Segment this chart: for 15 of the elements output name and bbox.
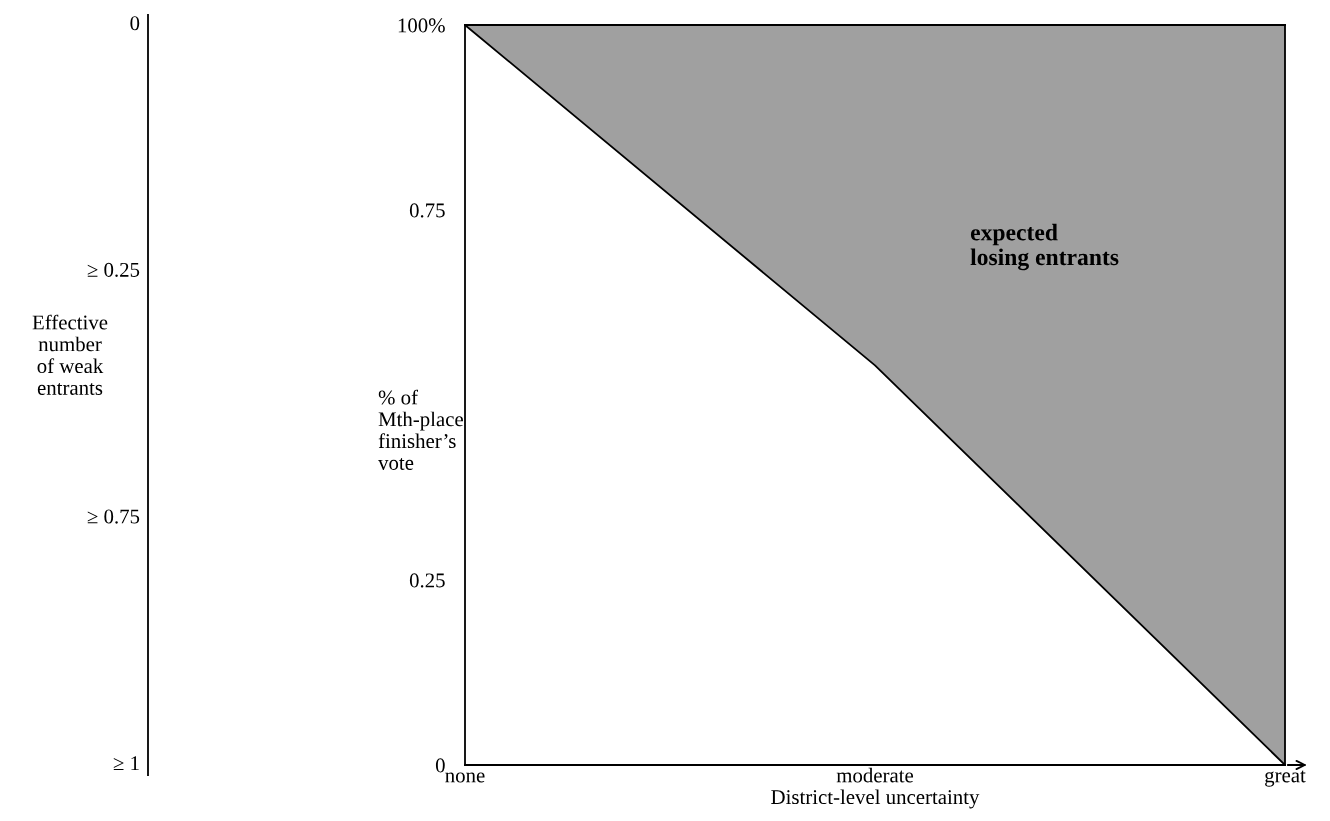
annotation: expected losing entrants <box>970 223 1119 271</box>
x-axis-title: District-level uncertainty <box>771 789 980 809</box>
x-tick-label: great <box>1265 770 1306 787</box>
y-axis-title: % of Mth-place finisher’s vote <box>378 389 463 470</box>
text: Effective number of weak entrants <box>32 314 108 395</box>
y-tick-label: 0.25 <box>409 573 445 588</box>
y-tick-label: 100% <box>398 18 445 33</box>
y-tick-label: 0.75 <box>409 203 445 218</box>
text: 0 <box>130 16 140 31</box>
text: ≥ 0.75 <box>87 509 140 524</box>
text: ≥ 0.25 <box>87 262 140 277</box>
text: ≥ 1 <box>113 756 139 771</box>
x-tick-label: moderate <box>836 767 914 783</box>
x-tick-label: none <box>445 772 485 783</box>
y-tick-label: 0 <box>435 758 445 773</box>
